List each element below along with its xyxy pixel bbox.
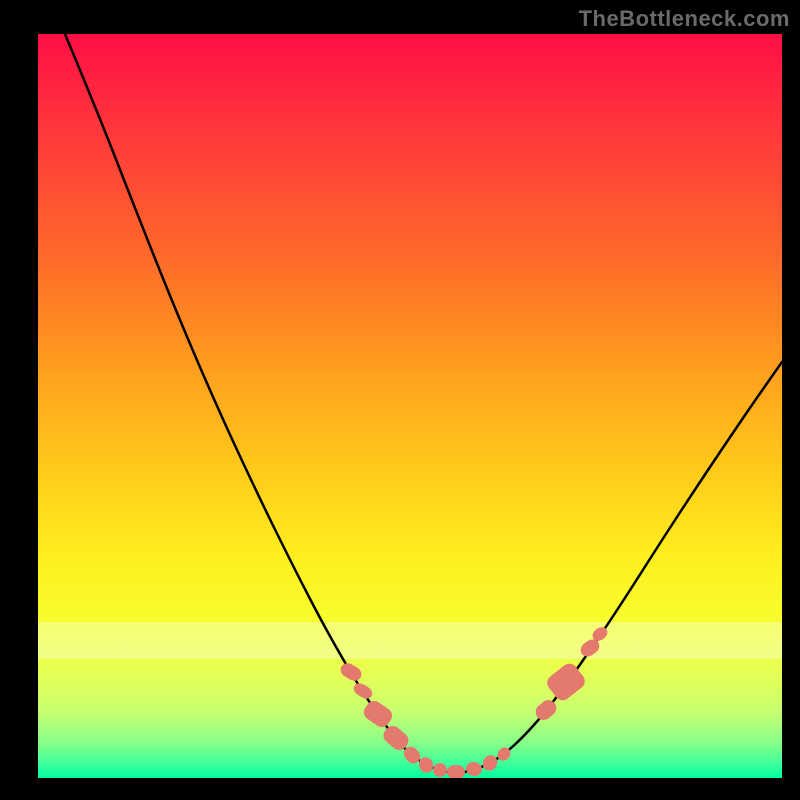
data-marker bbox=[480, 753, 500, 774]
watermark-text: TheBottleneck.com bbox=[579, 6, 790, 32]
curve-path bbox=[65, 34, 782, 773]
data-marker bbox=[544, 661, 588, 704]
data-marker bbox=[433, 763, 447, 777]
data-marker bbox=[447, 765, 465, 778]
data-marker bbox=[338, 660, 364, 683]
data-marker-group bbox=[338, 624, 610, 778]
data-marker bbox=[361, 698, 395, 730]
data-marker bbox=[351, 681, 374, 702]
chart-frame: TheBottleneck.com bbox=[0, 0, 800, 800]
data-marker bbox=[464, 760, 483, 778]
data-marker bbox=[532, 697, 559, 723]
plot-area bbox=[38, 34, 782, 778]
bottleneck-curve bbox=[38, 34, 782, 778]
